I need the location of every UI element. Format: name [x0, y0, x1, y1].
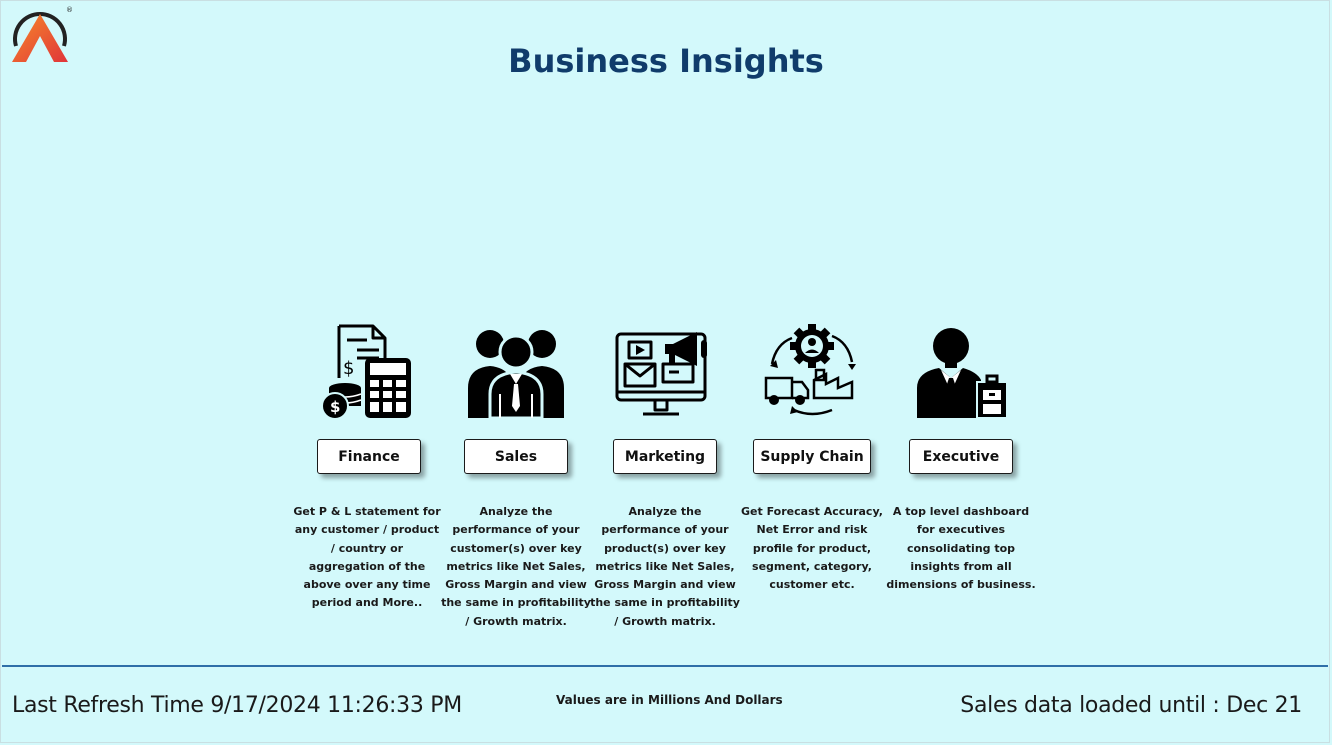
executive-description: A top level dashboard for executives con… — [886, 505, 1036, 592]
svg-text:$: $ — [330, 398, 340, 416]
supply-chain-button[interactable]: Supply Chain — [753, 439, 871, 474]
data-loaded-until: Sales data loaded until : Dec 21 — [960, 693, 1302, 718]
card-sales: Sales Analyze the performance of your cu… — [441, 322, 591, 628]
footer-divider — [2, 665, 1328, 667]
finance-icon: $ $ — [321, 324, 411, 420]
company-logo-icon: ® — [12, 6, 72, 62]
truck-factory-cycle-icon — [764, 324, 856, 416]
supply-chain-description: Get Forecast Accuracy, Net Error and ris… — [741, 505, 883, 592]
executive-briefcase-icon — [917, 328, 1008, 419]
last-refresh-time: Last Refresh Time 9/17/2024 11:26:33 PM — [12, 693, 462, 718]
svg-text:$: $ — [343, 358, 354, 379]
marketing-description: Analyze the performance of your product(… — [590, 505, 740, 628]
units-note: Values are in Millions And Dollars — [556, 693, 783, 707]
finance-button[interactable]: Finance — [317, 439, 421, 474]
marketing-button[interactable]: Marketing — [613, 439, 717, 474]
finance-description: Get P & L statement for any customer / p… — [293, 505, 441, 610]
card-marketing: Marketing Analyze the performance of you… — [590, 322, 740, 628]
sales-description: Analyze the performance of your customer… — [441, 505, 591, 628]
registered-mark: ® — [66, 6, 72, 14]
card-finance: $ $ Finance Get P & L statement for any … — [292, 322, 442, 609]
executive-button[interactable]: Executive — [909, 439, 1013, 474]
team-icon — [468, 330, 564, 420]
card-supply-chain: Supply Chain Get Forecast Accuracy, Net … — [737, 322, 887, 591]
sales-button[interactable]: Sales — [464, 439, 568, 474]
page-title: Business Insights — [508, 42, 824, 80]
card-executive: Executive A top level dashboard for exec… — [886, 322, 1036, 591]
monitor-megaphone-icon — [615, 332, 707, 416]
